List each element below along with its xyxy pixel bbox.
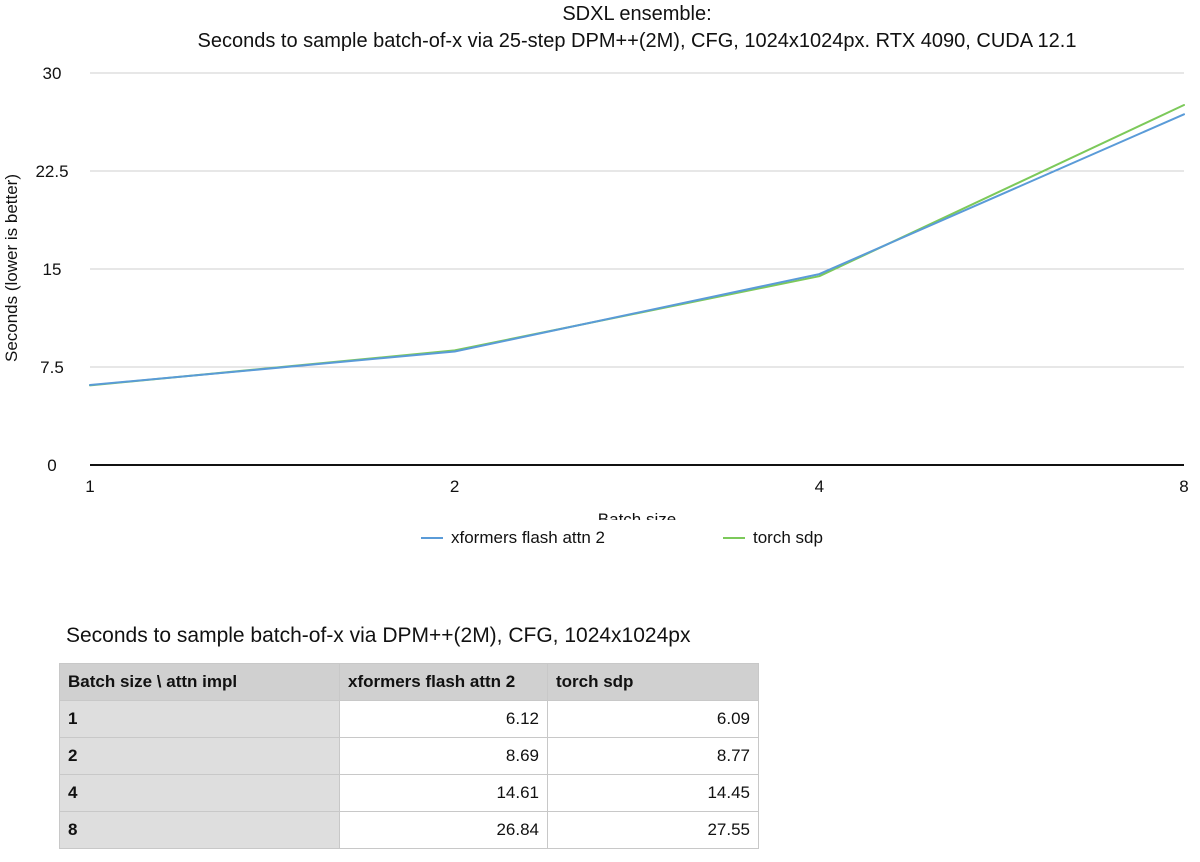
chart-title-line2: Seconds to sample batch-of-x via 25-step… — [198, 30, 1077, 52]
y-tick-label: 30 — [43, 64, 62, 83]
table-header-row: Batch size \ attn impl xformers flash at… — [59, 663, 759, 701]
series-line-xformers — [89, 113, 1185, 386]
header-torch-sdp: torch sdp — [547, 663, 759, 701]
cell-xformers: 6.12 — [339, 700, 548, 738]
x-tick-label: 2 — [450, 477, 459, 496]
chart-title-line1: SDXL ensemble: — [562, 3, 711, 25]
row-batch-size: 1 — [59, 700, 340, 738]
cell-xformers: 14.61 — [339, 774, 548, 812]
legend-label-xformers: xformers flash attn 2 — [451, 528, 606, 547]
cell-xformers: 8.69 — [339, 737, 548, 775]
gridlines — [90, 72, 1184, 368]
y-tick-label: 22.5 — [35, 162, 68, 181]
header-batch-size: Batch size \ attn impl — [59, 663, 340, 701]
cell-torch-sdp: 14.45 — [547, 774, 759, 812]
legend: xformers flash attn 2 torch sdp — [0, 528, 1200, 552]
series-line-torch-sdp — [89, 104, 1185, 387]
y-tick-label: 0 — [47, 456, 56, 475]
cell-torch-sdp: 6.09 — [547, 700, 759, 738]
y-tick-label: 15 — [43, 260, 62, 279]
series-lines — [89, 104, 1185, 387]
legend-label-torch-sdp: torch sdp — [753, 528, 823, 547]
table-row: 8 26.84 27.55 — [59, 811, 759, 849]
row-batch-size: 4 — [59, 774, 340, 812]
x-tick-label: 8 — [1179, 477, 1188, 496]
legend-item-torch-sdp: torch sdp — [723, 528, 823, 548]
cell-torch-sdp: 8.77 — [547, 737, 759, 775]
cell-torch-sdp: 27.55 — [547, 811, 759, 849]
legend-swatch-torch-sdp — [723, 537, 745, 539]
table-row: 2 8.69 8.77 — [59, 737, 759, 775]
legend-item-xformers: xformers flash attn 2 — [421, 528, 605, 548]
x-tick-labels: 1 2 4 8 — [85, 477, 1188, 496]
y-axis-label: Seconds (lower is better) — [2, 174, 21, 362]
table-row: 1 6.12 6.09 — [59, 700, 759, 738]
header-xformers: xformers flash attn 2 — [339, 663, 548, 701]
cell-xformers: 26.84 — [339, 811, 548, 849]
line-chart: SDXL ensemble: Seconds to sample batch-o… — [2, 3, 1189, 520]
y-tick-label: 7.5 — [40, 358, 64, 377]
x-tick-label: 1 — [85, 477, 94, 496]
row-batch-size: 8 — [59, 811, 340, 849]
y-tick-labels: 0 7.5 15 22.5 30 — [35, 64, 68, 475]
x-axis-label: Batch size — [598, 510, 676, 520]
table-caption: Seconds to sample batch-of-x via DPM++(2… — [66, 624, 691, 647]
row-batch-size: 2 — [59, 737, 340, 775]
x-tick-label: 4 — [815, 477, 824, 496]
legend-swatch-xformers — [421, 537, 443, 539]
results-table: Batch size \ attn impl xformers flash at… — [59, 663, 759, 849]
table-row: 4 14.61 14.45 — [59, 774, 759, 812]
